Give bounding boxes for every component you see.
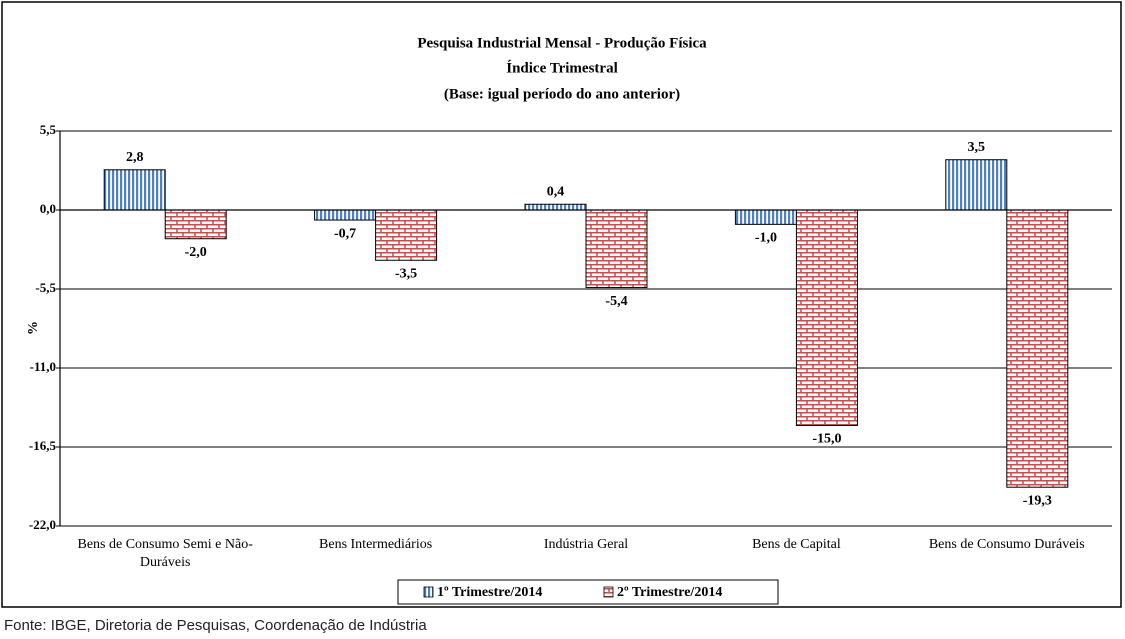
legend-label: 2º Trimestre/2014: [617, 585, 722, 600]
bar: [945, 159, 1008, 211]
legend-box: [397, 579, 779, 605]
bar: [1006, 209, 1069, 488]
data-label: -0,7: [334, 226, 356, 241]
bar: [314, 209, 377, 221]
y-tick-label: -16,5: [29, 438, 57, 453]
data-label: -1,0: [755, 231, 777, 246]
y-tick-label: -11,0: [30, 359, 56, 374]
y-tick-label: -22,0: [29, 517, 56, 532]
y-tick-label: 5,5: [40, 122, 57, 137]
legend-swatch: [603, 586, 614, 598]
bar: [585, 209, 648, 289]
x-tick-label: Bens de Consumo Semi e Não-Duráveis: [77, 537, 253, 570]
bar: [795, 209, 858, 426]
data-label: -15,0: [812, 432, 841, 447]
data-label: -3,5: [395, 266, 417, 281]
data-label: -2,0: [185, 245, 207, 260]
x-tick-label: Bens de Consumo Duráveis: [928, 537, 1085, 552]
chart-subtitle: Índice Trimestral: [506, 59, 618, 76]
data-label: -5,4: [605, 294, 627, 309]
bar: [164, 209, 227, 240]
bar: [734, 209, 797, 225]
chart-title: Pesquisa Industrial Mensal - Produção Fí…: [417, 35, 707, 51]
source-note: Fonte: IBGE, Diretoria de Pesquisas, Coo…: [4, 617, 427, 634]
bar: [103, 169, 166, 211]
bar: [524, 203, 587, 211]
y-tick-label: 0,0: [40, 201, 56, 216]
x-tick-label: Indústria Geral: [543, 537, 629, 552]
y-axis-label: %: [26, 321, 41, 335]
data-label: 0,4: [547, 184, 565, 199]
x-tick-label: Bens Intermediários: [319, 537, 433, 552]
data-label: -19,3: [1023, 493, 1052, 508]
legend-swatch: [423, 586, 434, 598]
bar: [375, 209, 438, 261]
chart-subtitle: (Base: igual período do ano anterior): [444, 86, 680, 102]
data-label: 3,5: [968, 140, 986, 155]
legend-label: 1º Trimestre/2014: [437, 585, 542, 600]
data-label: 2,8: [126, 150, 144, 165]
chart-frame: [1, 1, 1122, 608]
x-tick-label: Bens de Capital: [752, 537, 841, 552]
y-tick-label: -5,5: [35, 280, 56, 295]
